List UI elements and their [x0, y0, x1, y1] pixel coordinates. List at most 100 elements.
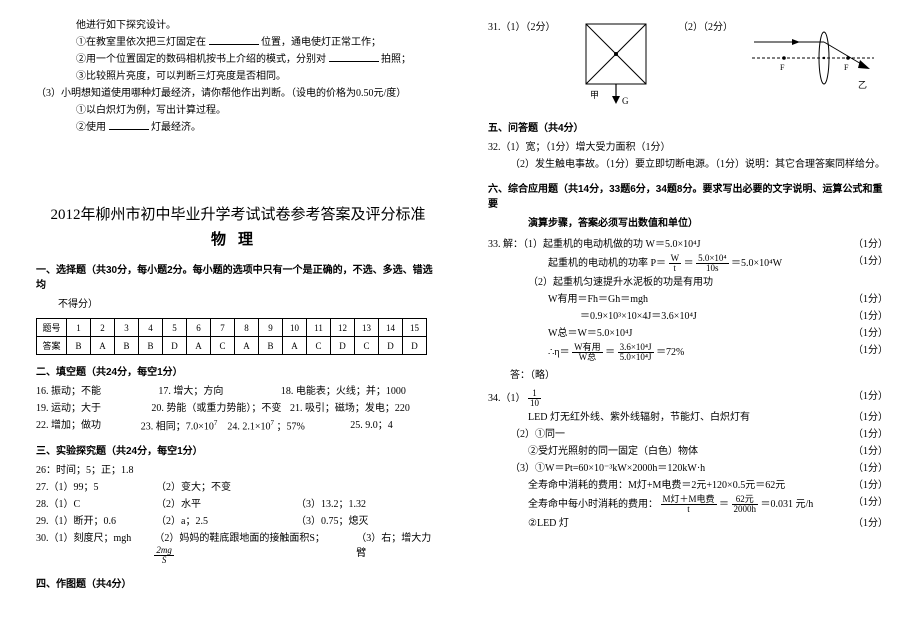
frac-110-d: 10 — [528, 399, 541, 408]
table-row-answers: 答案 B A B B D A C A B A C D C D D — [37, 337, 427, 355]
f30b-wrap: （2）妈妈的鞋底跟地面的接触面积S； 2mg S — [154, 531, 344, 565]
r33-wc-line: ＝0.9×10³×10×4J＝3.6×10⁴J （1分） — [488, 309, 888, 324]
r33-2: （2）起重机匀速提升水泥板的功是有用功 — [488, 275, 888, 290]
frac-m: M灯＋M电费 t — [661, 495, 717, 514]
section-6b: 演算步骤，答案必须写出数值和单位） — [488, 216, 888, 231]
f30c: （3）右；增大力臂 — [356, 531, 440, 565]
f21: 21. 吸引；磁场；发电；220 — [290, 401, 440, 416]
label-jia: 甲 — [590, 90, 599, 100]
pts-14: （1分） — [853, 516, 888, 531]
f28c: （3）13.2；1.32 — [296, 497, 366, 512]
ta-7: C — [211, 337, 235, 355]
row-28: 28.（1）C （2）水平 （3）13.2；1.32 — [36, 497, 440, 512]
th-7: 7 — [211, 319, 235, 337]
frac-p2: 5.0×10⁴ 10s — [696, 254, 728, 273]
r34-3a-line: （3）①W＝Pt=60×10⁻³kW×2000h＝120kW·h （1分） — [488, 461, 888, 476]
frac-m2: 62元 2000h — [732, 495, 759, 514]
f27b: （2）变大；不变 — [156, 480, 231, 495]
r34-3b: 全寿命中消耗的费用：M灯+M电费＝2元+120×0.5元＝62元 — [528, 480, 785, 491]
pts-11: （1分） — [853, 461, 888, 476]
frac-2mg: 2mg S — [154, 546, 174, 565]
pts-2: （1分） — [853, 254, 888, 269]
answer-table: 题号 1 2 3 4 5 6 7 8 9 10 11 12 13 14 15 答… — [36, 318, 427, 355]
r32-2: （2）发生触电事故。（1分）要立即切断电源。（1分）说明：其它合理答案同样给分。 — [488, 157, 888, 172]
r33-wt: W总＝W＝5.0×10⁴J — [548, 328, 632, 339]
step1a: ①在教室里依次把三灯固定在 — [76, 37, 206, 48]
fill-row-2: 19. 运动；大于 20. 势能（或重力势能）；不变 21. 吸引；磁场；发电；… — [36, 401, 440, 416]
r34-line: 34.（1） 1 10 （1分） — [488, 389, 888, 408]
step1b: 位置，通电使灯正常工作； — [261, 37, 381, 48]
th-8: 8 — [235, 319, 259, 337]
th-14: 14 — [379, 319, 403, 337]
f19: 19. 运动；大于 — [36, 401, 151, 416]
row-29: 29.（1）断开；0.6 （2）a；2.5 （3）0.75；熄灭 — [36, 514, 440, 529]
frac-e-d: W总 — [572, 353, 603, 362]
f30b: （2）妈妈的鞋底跟地面的接触面积S； — [154, 533, 325, 544]
r33-wt-line: W总＝W＝5.0×10⁴J （1分） — [488, 326, 888, 341]
ta-3: B — [115, 337, 139, 355]
th-13: 13 — [355, 319, 379, 337]
row-27: 27.（1）99；5 （2）变大；不变 — [36, 480, 440, 495]
th-1: 1 — [67, 319, 91, 337]
r31a: 31.（1）（2分） — [488, 18, 568, 33]
step1: ①在教室里依次把三灯固定在 位置，通电使灯正常工作； — [36, 35, 440, 50]
r33: 33. 解：（1）起重机的电动机做的功 W＝5.0×10⁴J — [488, 239, 700, 250]
fill-row-3: 22. 增加；做功 23. 相同；7.0×107 24. 2.1×107 ；57… — [36, 418, 440, 434]
r33-etb: ＝72% — [656, 347, 684, 358]
blank-2 — [329, 53, 379, 62]
r33-pb: ＝5.0×10⁴W — [731, 258, 782, 269]
ta-10: A — [283, 337, 307, 355]
th-2: 2 — [91, 319, 115, 337]
frac-e2-d: 5.0×10⁴J — [618, 353, 654, 362]
pts-9: （1分） — [853, 427, 888, 442]
pts-1: （1分） — [853, 237, 888, 252]
q3-2a: ②使用 — [76, 122, 106, 133]
r33-line: 33. 解：（1）起重机的电动机做的功 W＝5.0×10⁴J （1分） — [488, 237, 888, 252]
section-1: 一、选择题（共30分，每小题2分。每小题的选项中只有一个是正确的，不选、多选、错… — [36, 261, 440, 291]
f18: 18. 电能表；火线；并；1000 — [281, 384, 440, 399]
f27a: 27.（1）99；5 — [36, 480, 156, 495]
frac-110: 1 10 — [528, 389, 541, 408]
frac-p-d: t — [669, 264, 682, 273]
frac-eta2: 3.6×10⁴J 5.0×10⁴J — [618, 343, 654, 362]
r33-wh-line: W有用＝Fh＝Gh＝mgh （1分） — [488, 292, 888, 307]
lens-diagram-icon: F F 乙 — [748, 18, 878, 98]
section-3: 三、实验探究题（共24分，每空1分） — [36, 442, 440, 457]
r34-3a: （3）①W＝Pt=60×10⁻³kW×2000h＝120kW·h — [510, 463, 705, 474]
fill-row-1: 16. 振动；不能 17. 增大；方向 18. 电能表；火线；并；1000 — [36, 384, 440, 399]
sub-title: 物理 — [36, 228, 440, 249]
r34-3d: ＝0.031 元/h — [761, 499, 814, 510]
label-f2: F — [844, 63, 849, 72]
r32-1: 32.（1）宽；（1分）增大受力面积（1分） — [488, 140, 888, 155]
frac-m-d: t — [661, 505, 717, 514]
square-diagram-icon: G 甲 — [568, 18, 664, 108]
q3-2: ②使用 灯最经济。 — [36, 120, 440, 135]
pts-5: （1分） — [853, 326, 888, 341]
f23: 23. 相同；7.0×107 24. 2.1×107 ；57% — [141, 418, 350, 434]
th-9: 9 — [259, 319, 283, 337]
ta-9: B — [259, 337, 283, 355]
right-page: 31.（1）（2分） G 甲 （2）（2分） F F — [460, 0, 920, 637]
th-5: 5 — [163, 319, 187, 337]
pts-10: （1分） — [853, 444, 888, 459]
blank-1 — [209, 36, 259, 45]
r34: 34.（1） — [488, 393, 526, 404]
r34-2b: ②受灯光照射的同一固定（白色）物体 — [528, 446, 698, 457]
q3: （3）小明想知道使用哪种灯最经济，请你帮他作出判断。（设电的价格为0.50元/度… — [36, 86, 440, 101]
f23b: 24. 2.1×10 — [227, 421, 270, 432]
r34-3b-line: 全寿命中消耗的费用：M灯+M电费＝2元+120×0.5元＝62元 （1分） — [488, 478, 888, 493]
th-15: 15 — [403, 319, 427, 337]
ta-8: A — [235, 337, 259, 355]
r34-2-line: （2）①同一 （1分） — [488, 427, 888, 442]
q3-1: ①以白炽灯为例，写出计算过程。 — [36, 103, 440, 118]
f17: 17. 增大；方向 — [158, 384, 280, 399]
f29a: 29.（1）断开；0.6 — [36, 514, 156, 529]
r34-led: LED 灯无红外线、紫外线辐射，节能灯、白炽灯有 — [528, 412, 750, 423]
frac-p1: W t — [669, 254, 682, 273]
frac-p2-d: 10s — [696, 264, 728, 273]
ta-13: C — [355, 337, 379, 355]
row-30: 30.（1）刻度尺；mgh （2）妈妈的鞋底跟地面的接触面积S； 2mg S （… — [36, 531, 440, 565]
blank-3 — [109, 121, 149, 130]
pts-4: （1分） — [853, 309, 888, 324]
r34-3e-line: ②LED 灯 （1分） — [488, 516, 888, 531]
